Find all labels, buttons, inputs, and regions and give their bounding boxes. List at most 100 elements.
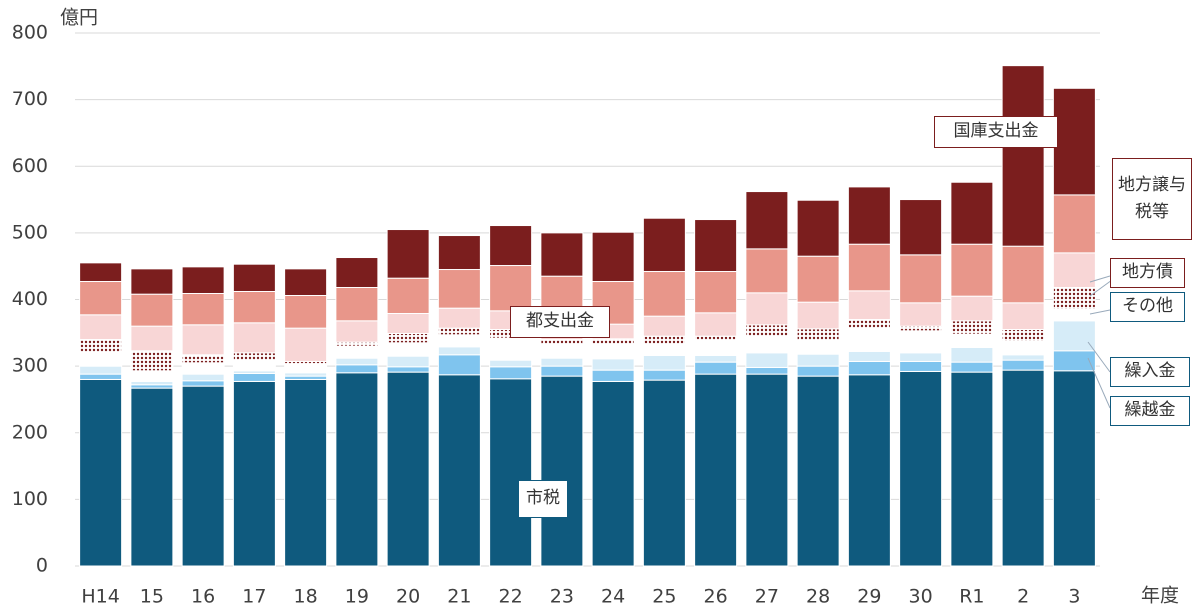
- bar-segment: [437, 327, 481, 336]
- bar-segment: [694, 335, 738, 342]
- bar-segment: [642, 217, 686, 273]
- bar-segment: [950, 320, 994, 335]
- bar-segment: [847, 318, 891, 329]
- bar-segment: [130, 387, 174, 567]
- bar-segment: [437, 346, 481, 356]
- bar-segment: [437, 354, 481, 376]
- x-axis-label: 年度: [1141, 585, 1179, 607]
- bar-segment: [1001, 359, 1045, 371]
- bar-segment: [847, 350, 891, 362]
- series-label: 国庫支出金: [934, 116, 1058, 148]
- bar-segment: [335, 345, 379, 359]
- bar-segment: [130, 350, 174, 372]
- bar-segment: [386, 312, 430, 334]
- bar-segment: [181, 362, 225, 375]
- bar-segment: [130, 268, 174, 295]
- bar-segment: [335, 372, 379, 567]
- callout-line: [1087, 341, 1111, 373]
- callout-line: [1087, 357, 1111, 409]
- bar-segment: [1052, 194, 1096, 254]
- bar-segment: [1052, 320, 1096, 352]
- bar-segment: [1052, 252, 1096, 289]
- x-tick-label: 19: [345, 586, 369, 608]
- bar-segment: [489, 225, 533, 267]
- series-label: 市税: [518, 480, 568, 518]
- series-label: 都支出金: [510, 306, 610, 338]
- bar-segment: [284, 327, 328, 362]
- bar-segment: [1001, 302, 1045, 330]
- bar-segment: [1001, 340, 1045, 356]
- bar-segment: [386, 229, 430, 279]
- x-tick-label: 16: [191, 586, 215, 608]
- bar-segment: [950, 346, 994, 363]
- bar-segment: [796, 255, 840, 303]
- bar-segment: [899, 199, 943, 256]
- bar-segment: [437, 269, 481, 309]
- bar-segment: [847, 360, 891, 376]
- bar-segment: [284, 378, 328, 567]
- bar-segment: [79, 352, 123, 367]
- bar-segment: [386, 342, 430, 357]
- bar-segment: [1001, 65, 1045, 247]
- bar-segment: [899, 302, 943, 327]
- bar-segment: [1001, 328, 1045, 342]
- bar-segment: [540, 375, 584, 567]
- bar-segment: [437, 374, 481, 567]
- bar-segment: [950, 361, 994, 373]
- bar-segment: [386, 371, 430, 567]
- y-tick-label: 700: [12, 88, 48, 110]
- x-tick-label: 30: [909, 586, 933, 608]
- bar-segment: [796, 365, 840, 377]
- bar-segment: [489, 366, 533, 380]
- bar-segment: [335, 364, 379, 374]
- x-tick-label: 20: [396, 586, 420, 608]
- bar-segment: [899, 254, 943, 304]
- bar-segment: [899, 370, 943, 567]
- series-label: 地方債: [1110, 258, 1185, 288]
- bar-segment: [335, 287, 379, 322]
- bar-segment: [694, 354, 738, 363]
- y-tick-label: 200: [12, 421, 48, 443]
- bar-segment: [847, 327, 891, 352]
- bar-segment: [335, 320, 379, 343]
- bar-segment: [591, 380, 635, 567]
- x-tick-label: 26: [704, 586, 728, 608]
- bar-segment: [694, 373, 738, 567]
- bar-segment: [796, 301, 840, 330]
- x-tick-label: 28: [806, 586, 830, 608]
- bar-segment: [181, 380, 225, 387]
- bar-segment: [745, 292, 789, 326]
- y-tick-label: 0: [36, 555, 48, 577]
- callout-line: [1089, 279, 1113, 297]
- bar-segment: [1052, 287, 1096, 310]
- bar-segment: [181, 266, 225, 295]
- bar-segment: [540, 338, 584, 346]
- bar-segment: [745, 352, 789, 368]
- x-tick-label: 25: [652, 586, 676, 608]
- bar-segment: [796, 199, 840, 257]
- bar-segment: [232, 360, 276, 372]
- x-tick-label: H14: [81, 586, 119, 608]
- bar-segment: [79, 365, 123, 375]
- y-tick-label: 600: [12, 155, 48, 177]
- bar-segment: [899, 325, 943, 332]
- callout-line: [1089, 309, 1111, 315]
- bar-segment: [745, 324, 789, 337]
- x-tick-label: 18: [294, 586, 318, 608]
- x-tick-label: 23: [550, 586, 574, 608]
- bar-segment: [642, 369, 686, 381]
- x-tick-label: 15: [140, 586, 164, 608]
- x-tick-label: R1: [959, 586, 984, 608]
- bar-segment: [232, 291, 276, 324]
- bar-segment: [232, 263, 276, 293]
- callout-line: [1089, 275, 1111, 283]
- bar-segment: [899, 360, 943, 372]
- y-tick-label: 500: [12, 221, 48, 243]
- bar-segment: [335, 341, 379, 347]
- bar-segment: [284, 268, 328, 297]
- series-label: 繰越金: [1110, 396, 1190, 426]
- bar-segment: [181, 293, 225, 326]
- bar-segment: [1052, 370, 1096, 567]
- bar-segment: [386, 277, 430, 314]
- bar-segment: [847, 186, 891, 245]
